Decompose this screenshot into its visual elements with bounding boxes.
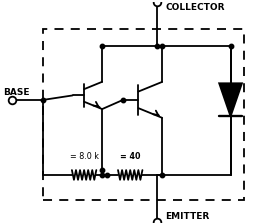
Text: COLLECTOR: COLLECTOR: [165, 3, 225, 12]
Polygon shape: [219, 83, 242, 116]
Text: = 40: = 40: [120, 152, 141, 161]
Text: EMITTER: EMITTER: [165, 212, 210, 221]
Text: BASE: BASE: [3, 88, 29, 97]
Text: = 8.0 k: = 8.0 k: [70, 152, 99, 161]
Bar: [43, 29, 244, 200]
